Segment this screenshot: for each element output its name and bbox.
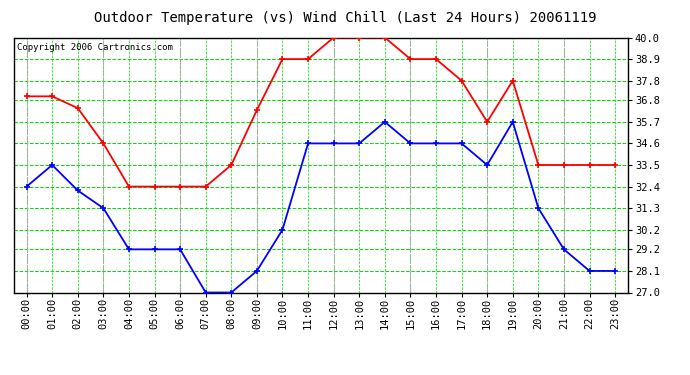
- Text: Outdoor Temperature (vs) Wind Chill (Last 24 Hours) 20061119: Outdoor Temperature (vs) Wind Chill (Las…: [94, 11, 596, 25]
- Text: Copyright 2006 Cartronics.com: Copyright 2006 Cartronics.com: [17, 43, 172, 52]
